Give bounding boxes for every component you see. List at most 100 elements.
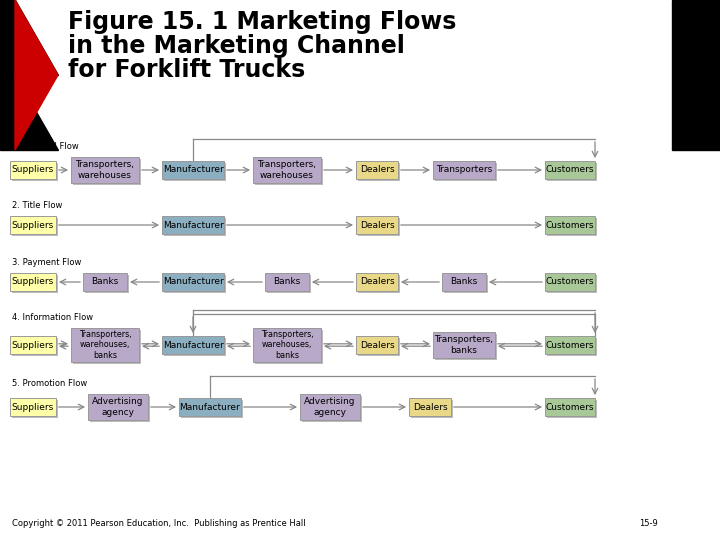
Text: Copyright © 2011 Pearson Education, Inc.  Publishing as Prentice Hall: Copyright © 2011 Pearson Education, Inc.… [12, 519, 305, 528]
FancyBboxPatch shape [12, 218, 58, 235]
FancyBboxPatch shape [181, 400, 243, 417]
FancyBboxPatch shape [434, 334, 497, 360]
Text: Dealers: Dealers [360, 278, 395, 287]
FancyBboxPatch shape [300, 394, 360, 420]
Text: Suppliers: Suppliers [12, 341, 54, 349]
FancyBboxPatch shape [162, 216, 224, 234]
FancyBboxPatch shape [10, 216, 56, 234]
FancyBboxPatch shape [302, 395, 361, 422]
Text: Banks: Banks [91, 278, 119, 287]
FancyBboxPatch shape [410, 400, 452, 417]
FancyBboxPatch shape [409, 398, 451, 416]
FancyBboxPatch shape [545, 161, 595, 179]
FancyBboxPatch shape [546, 400, 596, 417]
Bar [0, 0, 15, 150]
Text: Customers: Customers [546, 402, 594, 411]
FancyBboxPatch shape [545, 273, 595, 291]
FancyBboxPatch shape [12, 274, 58, 293]
FancyBboxPatch shape [356, 336, 398, 354]
Text: Dealers: Dealers [413, 402, 447, 411]
Text: Transporters,
warehouses: Transporters, warehouses [76, 160, 135, 180]
Text: 4. Information Flow: 4. Information Flow [12, 313, 93, 322]
FancyBboxPatch shape [163, 218, 225, 235]
FancyBboxPatch shape [253, 328, 321, 362]
Text: Figure 15. 1 Marketing Flows: Figure 15. 1 Marketing Flows [68, 10, 456, 34]
FancyBboxPatch shape [358, 218, 400, 235]
FancyBboxPatch shape [89, 395, 150, 422]
FancyBboxPatch shape [546, 274, 596, 293]
FancyBboxPatch shape [356, 273, 398, 291]
FancyBboxPatch shape [71, 328, 139, 362]
FancyBboxPatch shape [163, 163, 225, 180]
FancyBboxPatch shape [73, 159, 140, 185]
Text: Banks: Banks [274, 278, 301, 287]
FancyBboxPatch shape [162, 161, 224, 179]
Text: Dealers: Dealers [360, 220, 395, 230]
Text: Transporters,
warehouses: Transporters, warehouses [258, 160, 317, 180]
FancyBboxPatch shape [356, 216, 398, 234]
Text: Suppliers: Suppliers [12, 402, 54, 411]
Text: Manufacturer: Manufacturer [163, 278, 223, 287]
Text: 3. Payment Flow: 3. Payment Flow [12, 258, 81, 267]
FancyBboxPatch shape [10, 161, 56, 179]
Text: Manufacturer: Manufacturer [163, 341, 223, 349]
FancyBboxPatch shape [179, 398, 241, 416]
Text: in the Marketing Channel: in the Marketing Channel [68, 34, 405, 58]
FancyBboxPatch shape [84, 274, 128, 293]
FancyBboxPatch shape [433, 161, 495, 179]
Text: Customers: Customers [546, 220, 594, 230]
FancyBboxPatch shape [546, 218, 596, 235]
FancyBboxPatch shape [12, 163, 58, 180]
Text: 2. Title Flow: 2. Title Flow [12, 201, 63, 210]
Text: Customers: Customers [546, 341, 594, 349]
Text: Advertising
agency: Advertising agency [92, 397, 144, 417]
FancyBboxPatch shape [163, 274, 225, 293]
Text: Dealers: Dealers [360, 341, 395, 349]
FancyBboxPatch shape [71, 157, 139, 183]
Text: Manufacturer: Manufacturer [179, 402, 240, 411]
Text: Advertising
agency: Advertising agency [305, 397, 356, 417]
FancyBboxPatch shape [545, 398, 595, 416]
Polygon shape [15, 75, 58, 150]
FancyBboxPatch shape [83, 273, 127, 291]
FancyBboxPatch shape [444, 274, 487, 293]
Text: for Forklift Trucks: for Forklift Trucks [68, 58, 305, 82]
Polygon shape [15, 0, 58, 75]
Bar [672, 0, 720, 150]
FancyBboxPatch shape [10, 398, 56, 416]
FancyBboxPatch shape [254, 159, 323, 185]
Text: 15-9: 15-9 [639, 519, 658, 528]
FancyBboxPatch shape [254, 329, 323, 363]
FancyBboxPatch shape [265, 273, 309, 291]
FancyBboxPatch shape [162, 336, 224, 354]
Text: Manufacturer: Manufacturer [163, 220, 223, 230]
FancyBboxPatch shape [162, 273, 224, 291]
FancyBboxPatch shape [358, 163, 400, 180]
FancyBboxPatch shape [88, 394, 148, 420]
Text: Customers: Customers [546, 278, 594, 287]
FancyBboxPatch shape [546, 338, 596, 355]
FancyBboxPatch shape [10, 336, 56, 354]
FancyBboxPatch shape [545, 336, 595, 354]
Polygon shape [15, 75, 58, 150]
FancyBboxPatch shape [10, 273, 56, 291]
Text: Customers: Customers [546, 165, 594, 174]
Text: Suppliers: Suppliers [12, 278, 54, 287]
Text: 5. Promotion Flow: 5. Promotion Flow [12, 379, 87, 388]
Text: Suppliers: Suppliers [12, 165, 54, 174]
Text: Manufacturer: Manufacturer [163, 165, 223, 174]
FancyBboxPatch shape [442, 273, 486, 291]
FancyBboxPatch shape [12, 400, 58, 417]
FancyBboxPatch shape [266, 274, 310, 293]
FancyBboxPatch shape [358, 274, 400, 293]
FancyBboxPatch shape [358, 338, 400, 355]
Text: Transporters,
warehouses,
banks: Transporters, warehouses, banks [261, 330, 313, 360]
Text: Transporters,
banks: Transporters, banks [434, 335, 493, 355]
FancyBboxPatch shape [73, 329, 140, 363]
FancyBboxPatch shape [546, 163, 596, 180]
Text: Dealers: Dealers [360, 165, 395, 174]
Text: 1. Physical Flow: 1. Physical Flow [12, 142, 78, 151]
Text: Transporters,
warehouses,
banks: Transporters, warehouses, banks [78, 330, 131, 360]
Text: Suppliers: Suppliers [12, 220, 54, 230]
FancyBboxPatch shape [12, 338, 58, 355]
